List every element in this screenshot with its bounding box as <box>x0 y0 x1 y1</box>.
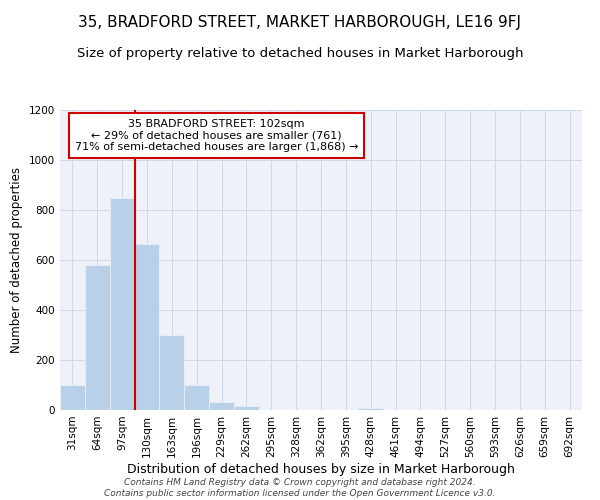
X-axis label: Distribution of detached houses by size in Market Harborough: Distribution of detached houses by size … <box>127 462 515 475</box>
Bar <box>358 408 383 410</box>
Bar <box>134 244 160 410</box>
Bar <box>60 385 85 410</box>
Bar <box>85 265 110 410</box>
Text: 35, BRADFORD STREET, MARKET HARBOROUGH, LE16 9FJ: 35, BRADFORD STREET, MARKET HARBOROUGH, … <box>79 15 521 30</box>
Text: Contains HM Land Registry data © Crown copyright and database right 2024.
Contai: Contains HM Land Registry data © Crown c… <box>104 478 496 498</box>
Text: 35 BRADFORD STREET: 102sqm
← 29% of detached houses are smaller (761)
71% of sem: 35 BRADFORD STREET: 102sqm ← 29% of deta… <box>75 119 358 152</box>
Bar <box>234 406 259 410</box>
Bar <box>209 402 234 410</box>
Bar <box>184 385 209 410</box>
Bar <box>160 335 184 410</box>
Text: Size of property relative to detached houses in Market Harborough: Size of property relative to detached ho… <box>77 48 523 60</box>
Y-axis label: Number of detached properties: Number of detached properties <box>10 167 23 353</box>
Bar <box>110 198 134 410</box>
